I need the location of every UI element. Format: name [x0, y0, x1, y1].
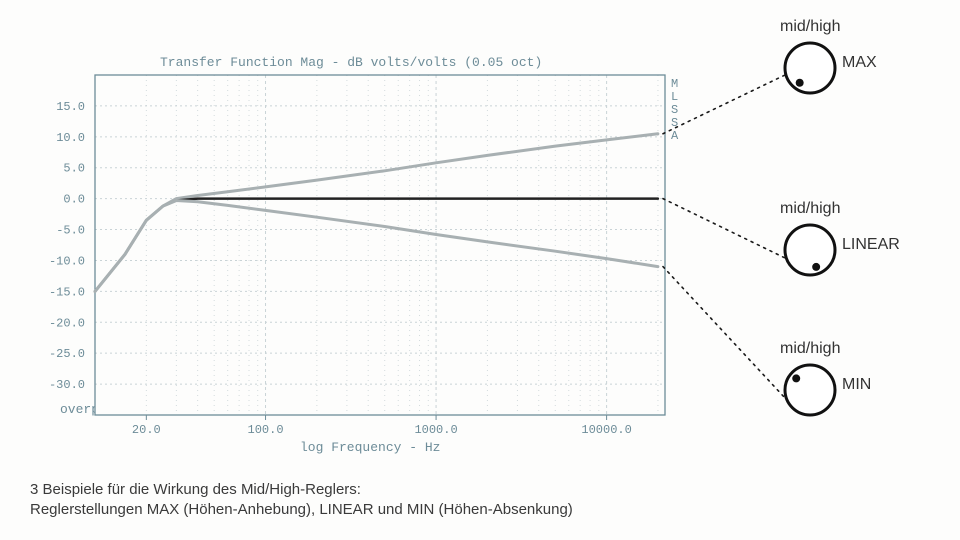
svg-text:100.0: 100.0 — [248, 423, 284, 437]
page-root: Transfer Function Mag - dB volts/volts (… — [0, 0, 960, 540]
knob-caption: mid/high — [780, 18, 840, 36]
knob-dial-icon[interactable] — [780, 360, 840, 420]
svg-text:-5.0: -5.0 — [56, 224, 85, 238]
svg-text:1000.0: 1000.0 — [414, 423, 457, 437]
svg-text:-25.0: -25.0 — [49, 347, 85, 361]
svg-text:10000.0: 10000.0 — [581, 423, 631, 437]
knob-min: mid/highMIN — [780, 340, 840, 425]
svg-text:-10.0: -10.0 — [49, 254, 85, 268]
knob-max: mid/highMAX — [780, 18, 840, 103]
caption-line-2: Reglerstellungen MAX (Höhen-Anhebung), L… — [30, 500, 573, 520]
svg-text:15.0: 15.0 — [56, 100, 85, 114]
knob-dial-icon[interactable] — [780, 38, 840, 98]
svg-text:S: S — [671, 103, 678, 117]
svg-text:-20.0: -20.0 — [49, 316, 85, 330]
svg-text:-30.0: -30.0 — [49, 378, 85, 392]
svg-text:-15.0: -15.0 — [49, 285, 85, 299]
knob-linear: mid/highLINEAR — [780, 200, 840, 285]
knob-label: LINEAR — [842, 236, 900, 254]
svg-text:10.0: 10.0 — [56, 131, 85, 145]
knob-caption: mid/high — [780, 340, 840, 358]
svg-text:5.0: 5.0 — [63, 162, 85, 176]
svg-text:A: A — [671, 129, 679, 143]
knob-caption: mid/high — [780, 200, 840, 218]
svg-text:0.0: 0.0 — [63, 193, 85, 207]
svg-text:S: S — [671, 116, 678, 130]
knob-label: MAX — [842, 54, 877, 72]
caption-block: 3 Beispiele für die Wirkung des Mid/High… — [30, 480, 573, 521]
knob-label: MIN — [842, 376, 871, 394]
caption-line-1: 3 Beispiele für die Wirkung des Mid/High… — [30, 480, 573, 500]
knob-dial-icon[interactable] — [780, 220, 840, 280]
svg-text:20.0: 20.0 — [132, 423, 161, 437]
svg-text:M: M — [671, 77, 678, 91]
svg-text:L: L — [671, 90, 678, 104]
